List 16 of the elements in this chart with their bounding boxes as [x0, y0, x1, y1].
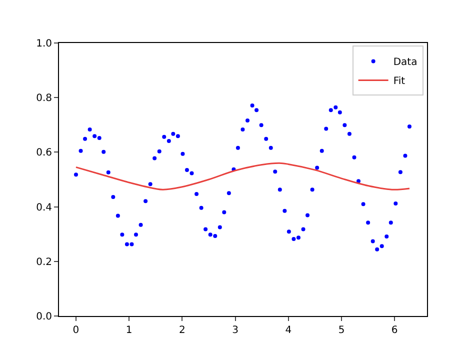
y-tick-label: 0.0: [36, 312, 52, 322]
legend-label: Fit: [393, 76, 406, 88]
y-tick-label: 0.2: [36, 256, 52, 268]
y-tick-label: 0.6: [36, 148, 52, 159]
x-tick-label: 6: [391, 325, 398, 336]
x-tick-label: 1: [126, 325, 132, 336]
line-series: [75, 162, 410, 190]
x-tick-label: 0: [72, 325, 80, 336]
x-tick-label: 2: [179, 325, 186, 336]
x-tick-label: 5: [338, 325, 345, 336]
x-tick-label: 4: [285, 325, 292, 336]
y-tick-label: 0.4: [36, 202, 52, 214]
y-tick-label: 1.0: [36, 38, 52, 50]
x-tick-label: 3: [232, 325, 238, 336]
legend-label: Data: [393, 57, 418, 68]
y-tick-label: 0.8: [36, 93, 52, 104]
